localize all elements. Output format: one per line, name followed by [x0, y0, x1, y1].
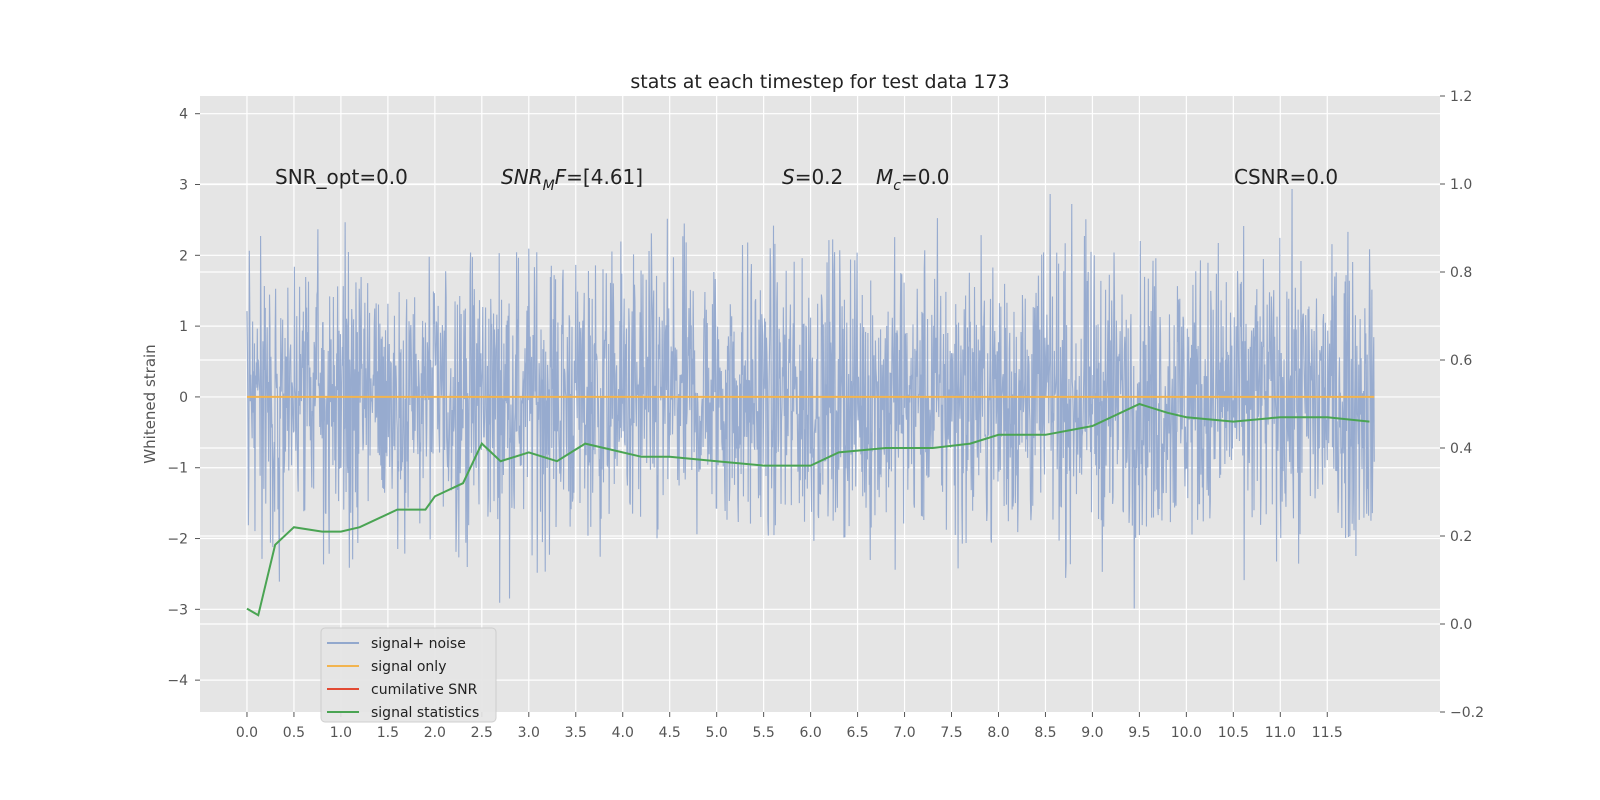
legend-box	[320, 627, 497, 723]
chart-title: stats at each timestep for test data 173	[630, 71, 1009, 93]
y-axis-label: Whitened strain	[141, 344, 159, 463]
annotation-snr-mf-value: =[4.61]	[566, 165, 643, 189]
series-signal-noise	[246, 188, 1375, 609]
x-tick-label: 5.0	[706, 725, 728, 741]
x-tick-label: 1.5	[377, 725, 399, 741]
x-tick-label: 9.5	[1128, 725, 1150, 741]
annotation-mc-sub: c	[893, 178, 901, 194]
x-tick-label: 11.5	[1312, 725, 1343, 741]
x-tick-label: 3.5	[565, 725, 587, 741]
x-tick-label: 2.0	[424, 725, 446, 741]
x-tick-label: 10.5	[1218, 725, 1249, 741]
annotation-mc-value: =0.0	[901, 165, 950, 189]
x-tick-label: 7.0	[893, 725, 915, 741]
annotation-mc: Mc=0.0	[876, 165, 950, 194]
x-tick-label: 9.0	[1081, 725, 1103, 741]
y2-tick-label: 0.2	[1450, 529, 1472, 545]
y2-tick-label: 1.0	[1450, 177, 1472, 193]
y-tick-label: 4	[179, 107, 188, 123]
grid	[200, 96, 1440, 712]
annotation-mc-symbol: M	[876, 165, 893, 189]
annotation-snr-opt: SNR_opt=0.0	[275, 165, 408, 189]
x-tick-label: 7.5	[940, 725, 962, 741]
series-signal-noise-line	[246, 188, 1375, 609]
y-tick-label: −4	[167, 673, 188, 689]
y-tick-label: 3	[179, 178, 188, 194]
legend-label: signal+ noise	[371, 636, 466, 652]
x-tick-label: 3.0	[518, 725, 540, 741]
x-tick-label: 6.0	[799, 725, 821, 741]
axes: 0.0 0.5 1.0 1.5 2.0 2.5 3.0 3.5 4.0 4.5 5.0 5.5 6.0 6…	[167, 89, 1484, 741]
annotation-snr-mf-tail: F	[555, 165, 567, 189]
annotation-s-value: =0.2	[795, 165, 844, 189]
annotations: SNR_opt=0.0 SNRMF=[4.61] S=0.2 Mc=0.0 CS…	[275, 165, 1338, 194]
legend-label: signal statistics	[371, 705, 479, 721]
annotation-s: S=0.2	[782, 165, 843, 189]
x-tick-label: 5.5	[753, 725, 775, 741]
y-tick-label: −2	[167, 532, 188, 548]
y-tick-label: −3	[167, 602, 188, 618]
annotation-snr-mf-sub: M	[543, 178, 555, 194]
annotation-snr-mf-main: SNR	[501, 165, 543, 189]
x-tick-label: 4.0	[612, 725, 634, 741]
y2-tick-label: 0.4	[1450, 441, 1472, 457]
y-tick-label: 0	[179, 390, 188, 406]
y-tick-label: −1	[167, 461, 188, 477]
legend-label: cumilative SNR	[371, 682, 478, 698]
x-tick-label: 1.0	[330, 725, 352, 741]
annotation-s-symbol: S	[782, 165, 795, 189]
y2-tick-label: −0.2	[1450, 705, 1484, 721]
x-tick-label: 0.0	[236, 725, 258, 741]
legend-label: signal only	[371, 659, 446, 675]
annotation-snr-mf: SNRMF=[4.61]	[501, 165, 643, 194]
y2-tick-label: 0.0	[1450, 617, 1472, 633]
series-line-3	[246, 402, 1370, 617]
x-tick-label: 2.5	[471, 725, 493, 741]
x-tick-label: 4.5	[659, 725, 681, 741]
annotation-csnr: CSNR=0.0	[1234, 165, 1338, 189]
y2-tick-label: 0.6	[1450, 353, 1472, 369]
y2-tick-label: 1.2	[1450, 89, 1472, 105]
y-tick-label: 2	[179, 248, 188, 264]
series-lines	[246, 395, 1375, 617]
legend: signal+ noise signal only cumilative SNR si…	[320, 627, 497, 723]
x-tick-label: 10.0	[1171, 725, 1202, 741]
y-tick-label: 1	[179, 319, 188, 335]
x-tick-label: 8.0	[987, 725, 1009, 741]
x-tick-label: 6.5	[846, 725, 868, 741]
x-tick-label: 11.0	[1265, 725, 1296, 741]
x-tick-label: 0.5	[283, 725, 305, 741]
x-tick-label: 8.5	[1034, 725, 1056, 741]
y2-tick-label: 0.8	[1450, 265, 1472, 281]
